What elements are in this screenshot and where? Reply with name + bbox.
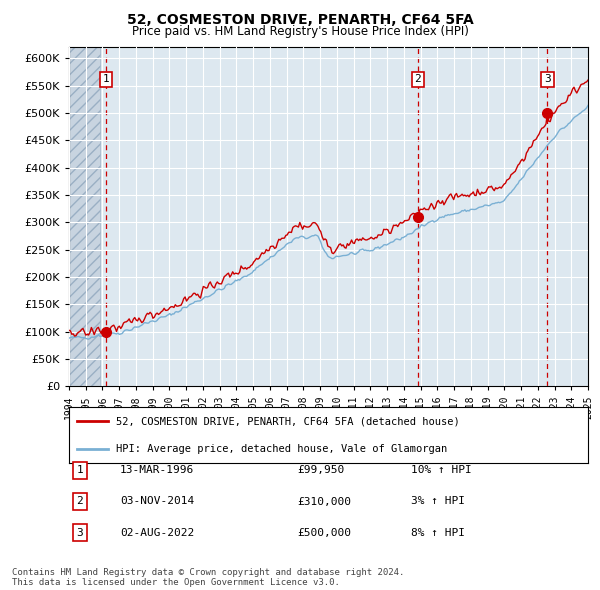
Text: 13-MAR-1996: 13-MAR-1996: [120, 466, 194, 475]
Text: £500,000: £500,000: [297, 528, 351, 537]
Text: £99,950: £99,950: [297, 466, 344, 475]
Text: 52, COSMESTON DRIVE, PENARTH, CF64 5FA (detached house): 52, COSMESTON DRIVE, PENARTH, CF64 5FA (…: [116, 416, 460, 426]
Bar: [69, 47, 100, 386]
Text: 1: 1: [103, 74, 109, 84]
Text: 3: 3: [76, 528, 83, 537]
Text: £310,000: £310,000: [297, 497, 351, 506]
Text: 8% ↑ HPI: 8% ↑ HPI: [411, 528, 465, 537]
Text: 03-NOV-2014: 03-NOV-2014: [120, 497, 194, 506]
Text: 1: 1: [76, 466, 83, 475]
Text: 10% ↑ HPI: 10% ↑ HPI: [411, 466, 472, 475]
Bar: [69, 47, 100, 386]
Text: 2: 2: [76, 497, 83, 506]
Text: 3: 3: [544, 74, 551, 84]
Text: 02-AUG-2022: 02-AUG-2022: [120, 528, 194, 537]
Text: 3% ↑ HPI: 3% ↑ HPI: [411, 497, 465, 506]
Text: 52, COSMESTON DRIVE, PENARTH, CF64 5FA: 52, COSMESTON DRIVE, PENARTH, CF64 5FA: [127, 13, 473, 27]
Text: HPI: Average price, detached house, Vale of Glamorgan: HPI: Average price, detached house, Vale…: [116, 444, 447, 454]
Text: This data is licensed under the Open Government Licence v3.0.: This data is licensed under the Open Gov…: [12, 578, 340, 587]
Text: Price paid vs. HM Land Registry's House Price Index (HPI): Price paid vs. HM Land Registry's House …: [131, 25, 469, 38]
Text: 2: 2: [415, 74, 421, 84]
Text: Contains HM Land Registry data © Crown copyright and database right 2024.: Contains HM Land Registry data © Crown c…: [12, 568, 404, 577]
